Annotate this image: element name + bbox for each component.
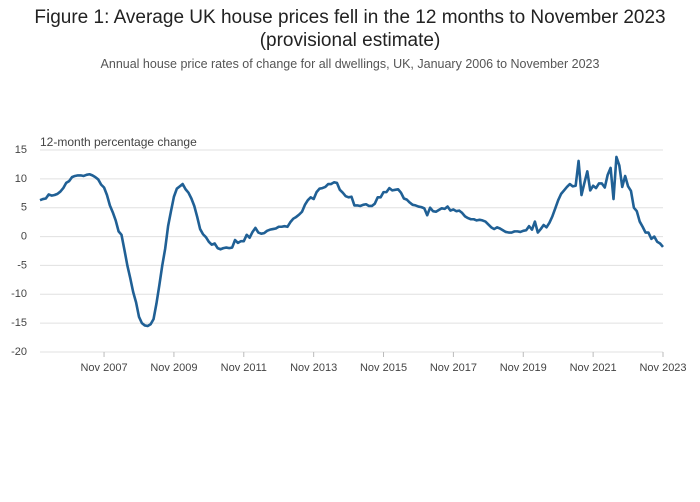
y-tick-label: 15 [15,144,27,156]
chart-subtitle: Annual house price rates of change for a… [100,57,600,71]
x-tick-label: Nov 2015 [360,362,407,374]
x-tick-label: Nov 2013 [290,362,337,374]
chart-title: Figure 1: Average UK house prices fell i… [34,7,666,51]
x-tick-label: Nov 2007 [80,362,127,374]
y-tick-label: 10 [15,173,27,185]
y-tick-label: -15 [11,317,27,329]
x-tick-label: Nov 2023 [639,362,686,374]
x-tick-label: Nov 2021 [570,362,617,374]
y-tick-label: 0 [21,230,27,242]
y-tick-label: -20 [11,346,27,358]
x-tick-label: Nov 2019 [500,362,547,374]
y-axis-label: 12-month percentage change [40,135,197,149]
x-tick-label: Nov 2011 [221,362,267,374]
x-tick-label: Nov 2009 [150,362,197,374]
x-tick-label: Nov 2017 [430,362,477,374]
y-tick-label: 5 [21,202,27,214]
y-tick-label: -5 [17,259,27,271]
y-tick-label: -10 [11,288,27,300]
line-series [39,155,664,328]
